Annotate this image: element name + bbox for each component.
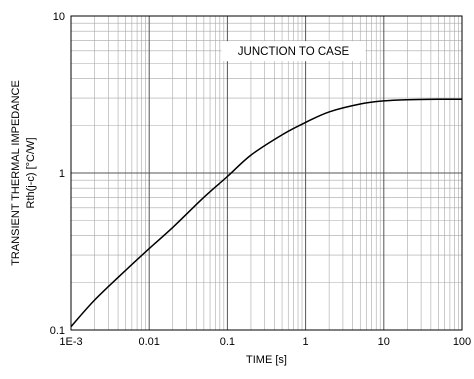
y-tick-label: 1	[59, 168, 65, 180]
y-axis-label-line2: Rth(j-c) [°C/W]	[25, 137, 37, 208]
series-line	[70, 98, 463, 328]
x-axis-label: TIME [s]	[246, 354, 287, 366]
y-tick-label: 10	[53, 11, 65, 23]
x-tick-label: 0.01	[138, 336, 159, 348]
x-tick-label: 1E-3	[59, 336, 82, 348]
y-tick-label: 0.1	[50, 325, 65, 337]
x-tick-label: 100	[453, 336, 471, 348]
plot-frame	[70, 15, 463, 331]
x-tick-label: 10	[378, 336, 390, 348]
y-axis-label-line1: TRANSIENT THERMAL IMPEDANCE	[10, 80, 22, 266]
x-tick-label: 1	[303, 336, 309, 348]
x-tick-labels: 1E-3 0.01 0.1 1 10 100	[59, 336, 471, 348]
annotation-junction-to-case: JUNCTION TO CASE	[238, 46, 350, 58]
annotation-background	[221, 41, 366, 62]
y-tick-labels: 0.1 1 10	[50, 11, 65, 337]
x-tick-label: 0.1	[220, 336, 235, 348]
